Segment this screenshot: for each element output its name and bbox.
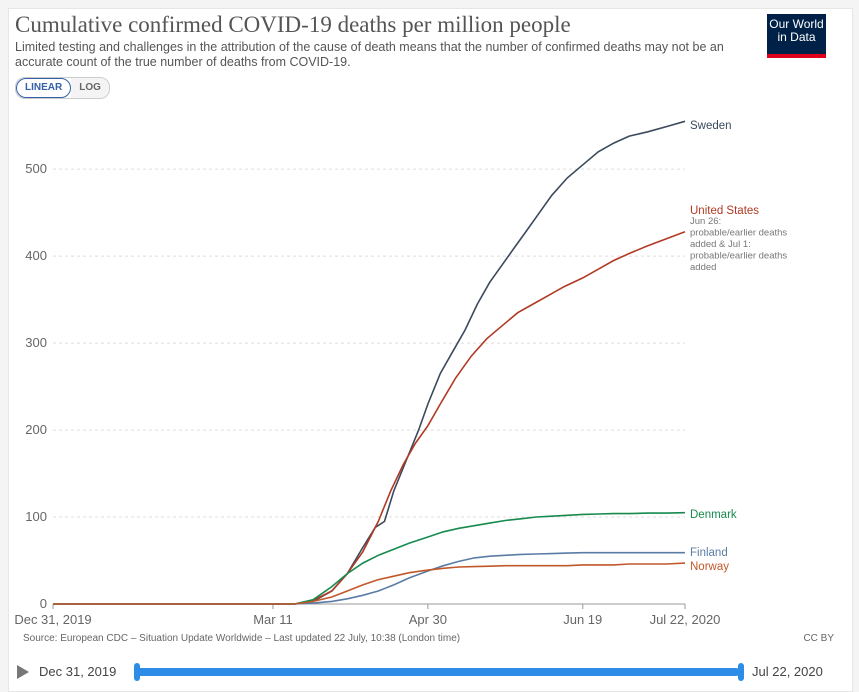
timeline-end-handle[interactable] <box>738 663 744 681</box>
y-tick-label: 400 <box>25 248 47 263</box>
series-label: Finland <box>690 547 728 559</box>
timeline-track[interactable] <box>136 668 740 676</box>
timeline-start-handle[interactable] <box>134 663 140 681</box>
chart-subtitle: Limited testing and challenges in the at… <box>15 40 724 69</box>
series-label: United States <box>690 205 759 217</box>
x-tick-label: Apr 30 <box>409 612 447 627</box>
play-icon[interactable] <box>17 665 29 679</box>
linear-button[interactable]: LINEAR <box>16 78 72 98</box>
line-chart: 0 100 200 300 400 500 Dec 31, 2019 Mar 11 Apr 30… <box>14 120 787 627</box>
series-line-united-states <box>53 231 686 605</box>
series-label: Sweden <box>690 120 732 132</box>
series-label: Norway <box>690 561 729 573</box>
series-label: Denmark <box>690 509 737 521</box>
chart-card <box>8 8 853 692</box>
chart-title: Cumulative confirmed COVID-19 deaths per… <box>15 12 571 37</box>
logo-line-2: in Data <box>777 30 816 44</box>
timeline: Dec 31, 2019 Jul 22, 2020 <box>0 655 843 685</box>
y-tick-label: 200 <box>25 422 47 437</box>
y-tick-label: 0 <box>40 596 47 611</box>
x-tick-label: Dec 31, 2019 <box>14 612 91 627</box>
series-annotation: Jun 26: probable/earlier deaths added & Ju… <box>690 216 787 273</box>
logo-line-1: Our World <box>769 17 824 31</box>
x-tick-label: Mar 11 <box>253 612 293 627</box>
timeline-start-label: Dec 31, 2019 <box>39 664 117 679</box>
series-line-sweden <box>53 120 686 605</box>
source-note: Source: European CDC – Situation Update … <box>23 633 461 644</box>
log-button[interactable]: LOG <box>71 78 109 98</box>
series-line-norway <box>53 562 686 605</box>
y-tick-label: 300 <box>25 335 47 350</box>
y-tick-label: 500 <box>25 161 47 176</box>
owid-logo[interactable]: Our World in Data <box>767 14 826 58</box>
scale-toggle: LINEAR LOG <box>15 77 110 99</box>
timeline-end-label: Jul 22, 2020 <box>752 664 823 679</box>
x-tick-label: Jun 19 <box>563 612 602 627</box>
series-line-denmark <box>53 511 686 605</box>
x-tick-label: Jul 22, 2020 <box>650 612 721 627</box>
series-line-finland <box>53 551 685 605</box>
y-tick-label: 100 <box>25 509 47 524</box>
license-link[interactable]: CC BY <box>803 633 834 644</box>
